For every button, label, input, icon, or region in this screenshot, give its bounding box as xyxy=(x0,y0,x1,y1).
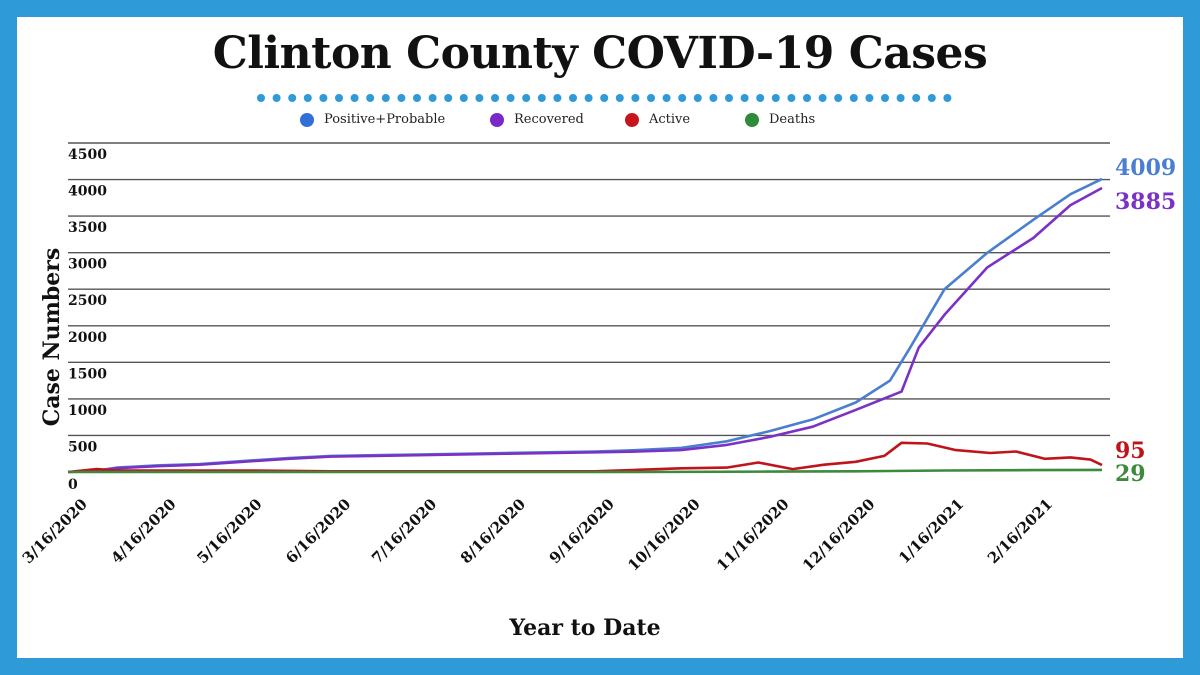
y-tick-label: 4000 xyxy=(68,184,107,200)
underline-dot xyxy=(693,94,702,102)
underline-dot xyxy=(662,94,671,102)
legend-item-deaths: Deaths xyxy=(745,112,815,127)
x-tick-label: 5/16/2020 xyxy=(193,495,265,567)
series-line-active xyxy=(67,441,1103,474)
x-axis-label: Year to Date xyxy=(509,615,661,641)
x-tick-label: 6/16/2020 xyxy=(282,495,354,567)
legend-item-recovered: Recovered xyxy=(490,112,584,127)
underline-dot xyxy=(631,94,640,102)
underline-dot xyxy=(787,94,796,102)
underline-dot xyxy=(912,94,921,102)
x-tick-label: 4/16/2020 xyxy=(107,495,179,567)
underline-dot xyxy=(834,94,843,102)
y-tick-label: 3500 xyxy=(68,220,107,236)
y-tick-label: 1500 xyxy=(68,366,107,382)
underline-dot xyxy=(678,94,687,102)
y-tick-label: 2000 xyxy=(68,330,107,346)
x-tick-label: 9/16/2020 xyxy=(546,495,618,567)
underline-dot xyxy=(584,94,593,102)
underline-dot xyxy=(272,94,281,102)
underline-dot xyxy=(319,94,328,102)
underline-dot xyxy=(756,94,765,102)
legend-item-positive: Positive+Probable xyxy=(300,112,445,127)
series-end-label: 95 xyxy=(1115,438,1146,464)
underline-dot xyxy=(397,94,406,102)
legend-swatch-positive xyxy=(300,112,314,127)
underline-dot xyxy=(366,94,375,102)
underline-dot xyxy=(927,94,936,102)
underline-dot xyxy=(943,94,952,102)
underline-dot xyxy=(335,94,343,102)
legend-item-active: Active xyxy=(625,112,690,127)
series-end-label: 4009 xyxy=(1115,155,1176,181)
legend-label-deaths: Deaths xyxy=(769,112,816,127)
y-tick-label: 2500 xyxy=(68,293,107,309)
chart-frame xyxy=(17,17,1183,658)
x-tick-label: 7/16/2020 xyxy=(368,495,440,567)
underline-dot xyxy=(647,94,655,102)
underline-dot xyxy=(600,94,609,102)
legend-swatch-recovered xyxy=(490,112,504,127)
underline-dot xyxy=(569,94,577,102)
underline-dot xyxy=(257,94,265,102)
x-tick-label: 1/16/2021 xyxy=(895,495,967,567)
underline-dot xyxy=(303,94,312,102)
y-tick-label: 3000 xyxy=(68,257,107,273)
underline-dot xyxy=(381,94,390,102)
legend-label-recovered: Recovered xyxy=(514,112,584,127)
underline-dot xyxy=(444,94,453,102)
y-tick-label: 500 xyxy=(68,439,97,455)
x-tick-label: 3/16/2020 xyxy=(19,495,91,567)
legend-swatch-active xyxy=(625,112,639,127)
legend-label-positive: Positive+Probable xyxy=(324,112,446,127)
y-tick-label: 1000 xyxy=(68,403,107,419)
underline-dot xyxy=(818,94,827,102)
series-end-label: 29 xyxy=(1115,461,1146,487)
underline-dot xyxy=(288,94,297,102)
x-tick-label: 12/16/2020 xyxy=(799,495,879,575)
underline-dot xyxy=(428,94,437,102)
underline-dot xyxy=(537,94,546,102)
series-line-recovered xyxy=(67,186,1103,474)
legend-swatch-deaths xyxy=(745,112,759,127)
underline-dot xyxy=(803,94,811,102)
underline-dot xyxy=(506,94,515,102)
x-tick-label: 11/16/2020 xyxy=(713,495,793,575)
y-tick-label: 0 xyxy=(68,477,78,493)
underline-dot xyxy=(849,94,858,102)
x-tick-label: 2/16/2021 xyxy=(984,495,1056,567)
underline-dot xyxy=(881,94,889,102)
series-end-label: 3885 xyxy=(1115,189,1176,215)
x-tick-label: 8/16/2020 xyxy=(457,495,529,567)
y-tick-label: 4500 xyxy=(68,147,107,163)
underline-dot xyxy=(709,94,718,102)
underline-dot xyxy=(413,94,421,102)
underline-dot xyxy=(865,94,874,102)
title-underline-dots xyxy=(257,94,952,102)
underline-dot xyxy=(350,94,359,102)
underline-dot xyxy=(522,94,531,102)
underline-dot xyxy=(615,94,624,102)
underline-dot xyxy=(896,94,905,102)
underline-dot xyxy=(725,94,733,102)
underline-dot xyxy=(491,94,499,102)
underline-dot xyxy=(553,94,562,102)
underline-dot xyxy=(475,94,484,102)
chart-title: Clinton County COVID-19 Cases xyxy=(212,28,988,79)
underline-dot xyxy=(771,94,780,102)
x-tick-label: 10/16/2020 xyxy=(624,495,704,575)
legend-label-active: Active xyxy=(649,112,691,127)
series-line-deaths xyxy=(68,468,1103,474)
underline-dot xyxy=(459,94,468,102)
underline-dot xyxy=(740,94,749,102)
